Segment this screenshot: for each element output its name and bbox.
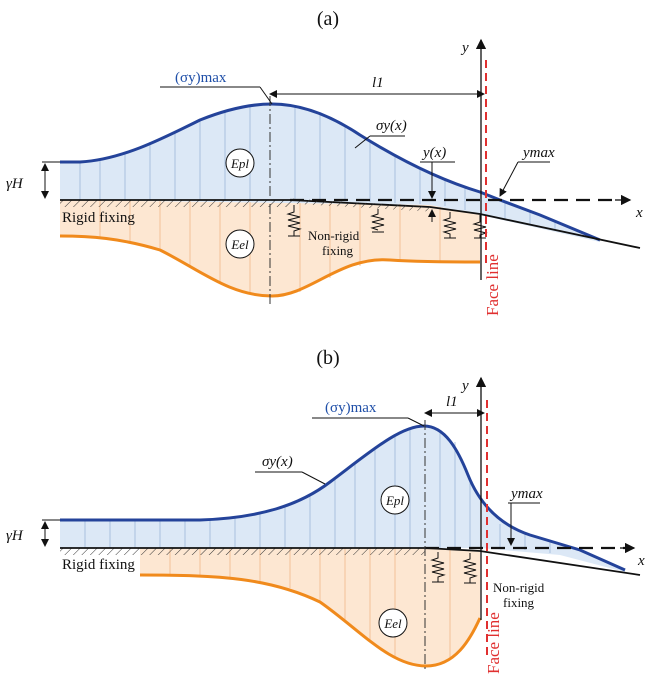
panel-a-stress-curve: [60, 102, 601, 242]
panel-b-title: (b): [316, 347, 339, 369]
panel-b-elastic-grid: [169, 548, 451, 657]
panel-b-y-label: y: [460, 378, 469, 394]
panel-b-rigid-hatch: [60, 548, 425, 555]
panel-a-y-label: y: [460, 40, 469, 56]
panel-a-ymax-label: ymax: [521, 145, 555, 161]
panel-a-epl-label: Epl: [230, 156, 249, 171]
panel-a-nonrigid-label-1: Non-rigid: [308, 228, 360, 243]
panel-b-nonrigid-label-1: Non-rigid: [493, 580, 545, 595]
panel-b-springs: [430, 552, 478, 584]
panel-a-sigma-max-label: (σy)max: [175, 70, 227, 86]
panel-a-eel-label: Eel: [230, 237, 249, 252]
panel-b-l1-label: l1: [446, 394, 458, 410]
panel-b-epl-badge: [380, 485, 410, 515]
panel-b-plastic-zone: [60, 426, 625, 572]
panel-a-plastic-grid: [79, 105, 556, 230]
panel-a-yx-label: y(x): [421, 145, 446, 161]
panel-a-x-label: x: [635, 205, 643, 221]
panel-b-elastic-curve: [139, 573, 482, 668]
panel-a-sigma-curve-label: σy(x): [376, 118, 407, 134]
panel-a-elastic-curve: [59, 234, 481, 298]
panel-b-deflected-line: [424, 547, 641, 576]
panel-b-gamma-h-label: γH: [6, 528, 24, 544]
panel-b-sigma-curve-label: σy(x): [262, 454, 293, 470]
panel-a-gamma-h-label: γH: [6, 176, 24, 192]
panel-b-eel-badge: [378, 608, 408, 638]
panel-a-epl-badge: [225, 148, 255, 178]
panel-a-eel-badge: [225, 229, 255, 259]
panel-b-eel-label: Eel: [383, 616, 402, 631]
panel-b-nonrigid-label-2: fixing: [503, 595, 535, 610]
panel-a-nonrigid-label-2: fixing: [322, 243, 354, 258]
panel-b: (b): [6, 347, 645, 674]
panel-a-l1-label: l1: [372, 75, 384, 91]
panel-b-sigma-max-label: (σy)max: [325, 400, 377, 416]
panel-a-face-label: Face line: [483, 254, 502, 316]
panel-b-epl-label: Epl: [385, 493, 404, 508]
panel-b-face-label: Face line: [484, 612, 503, 674]
panel-a: (a): [6, 8, 643, 316]
panel-b-x-label: x: [637, 553, 645, 569]
panel-b-plastic-grid: [84, 428, 551, 553]
panel-a-rigid-label: Rigid fixing: [62, 210, 135, 226]
panel-b-ymax-label: ymax: [509, 486, 543, 502]
panel-b-elastic-zone: [140, 548, 480, 666]
panel-b-rigid-label: Rigid fixing: [62, 557, 135, 573]
panel-a-rigid-hatch: [60, 200, 290, 207]
panel-a-title: (a): [317, 8, 339, 30]
